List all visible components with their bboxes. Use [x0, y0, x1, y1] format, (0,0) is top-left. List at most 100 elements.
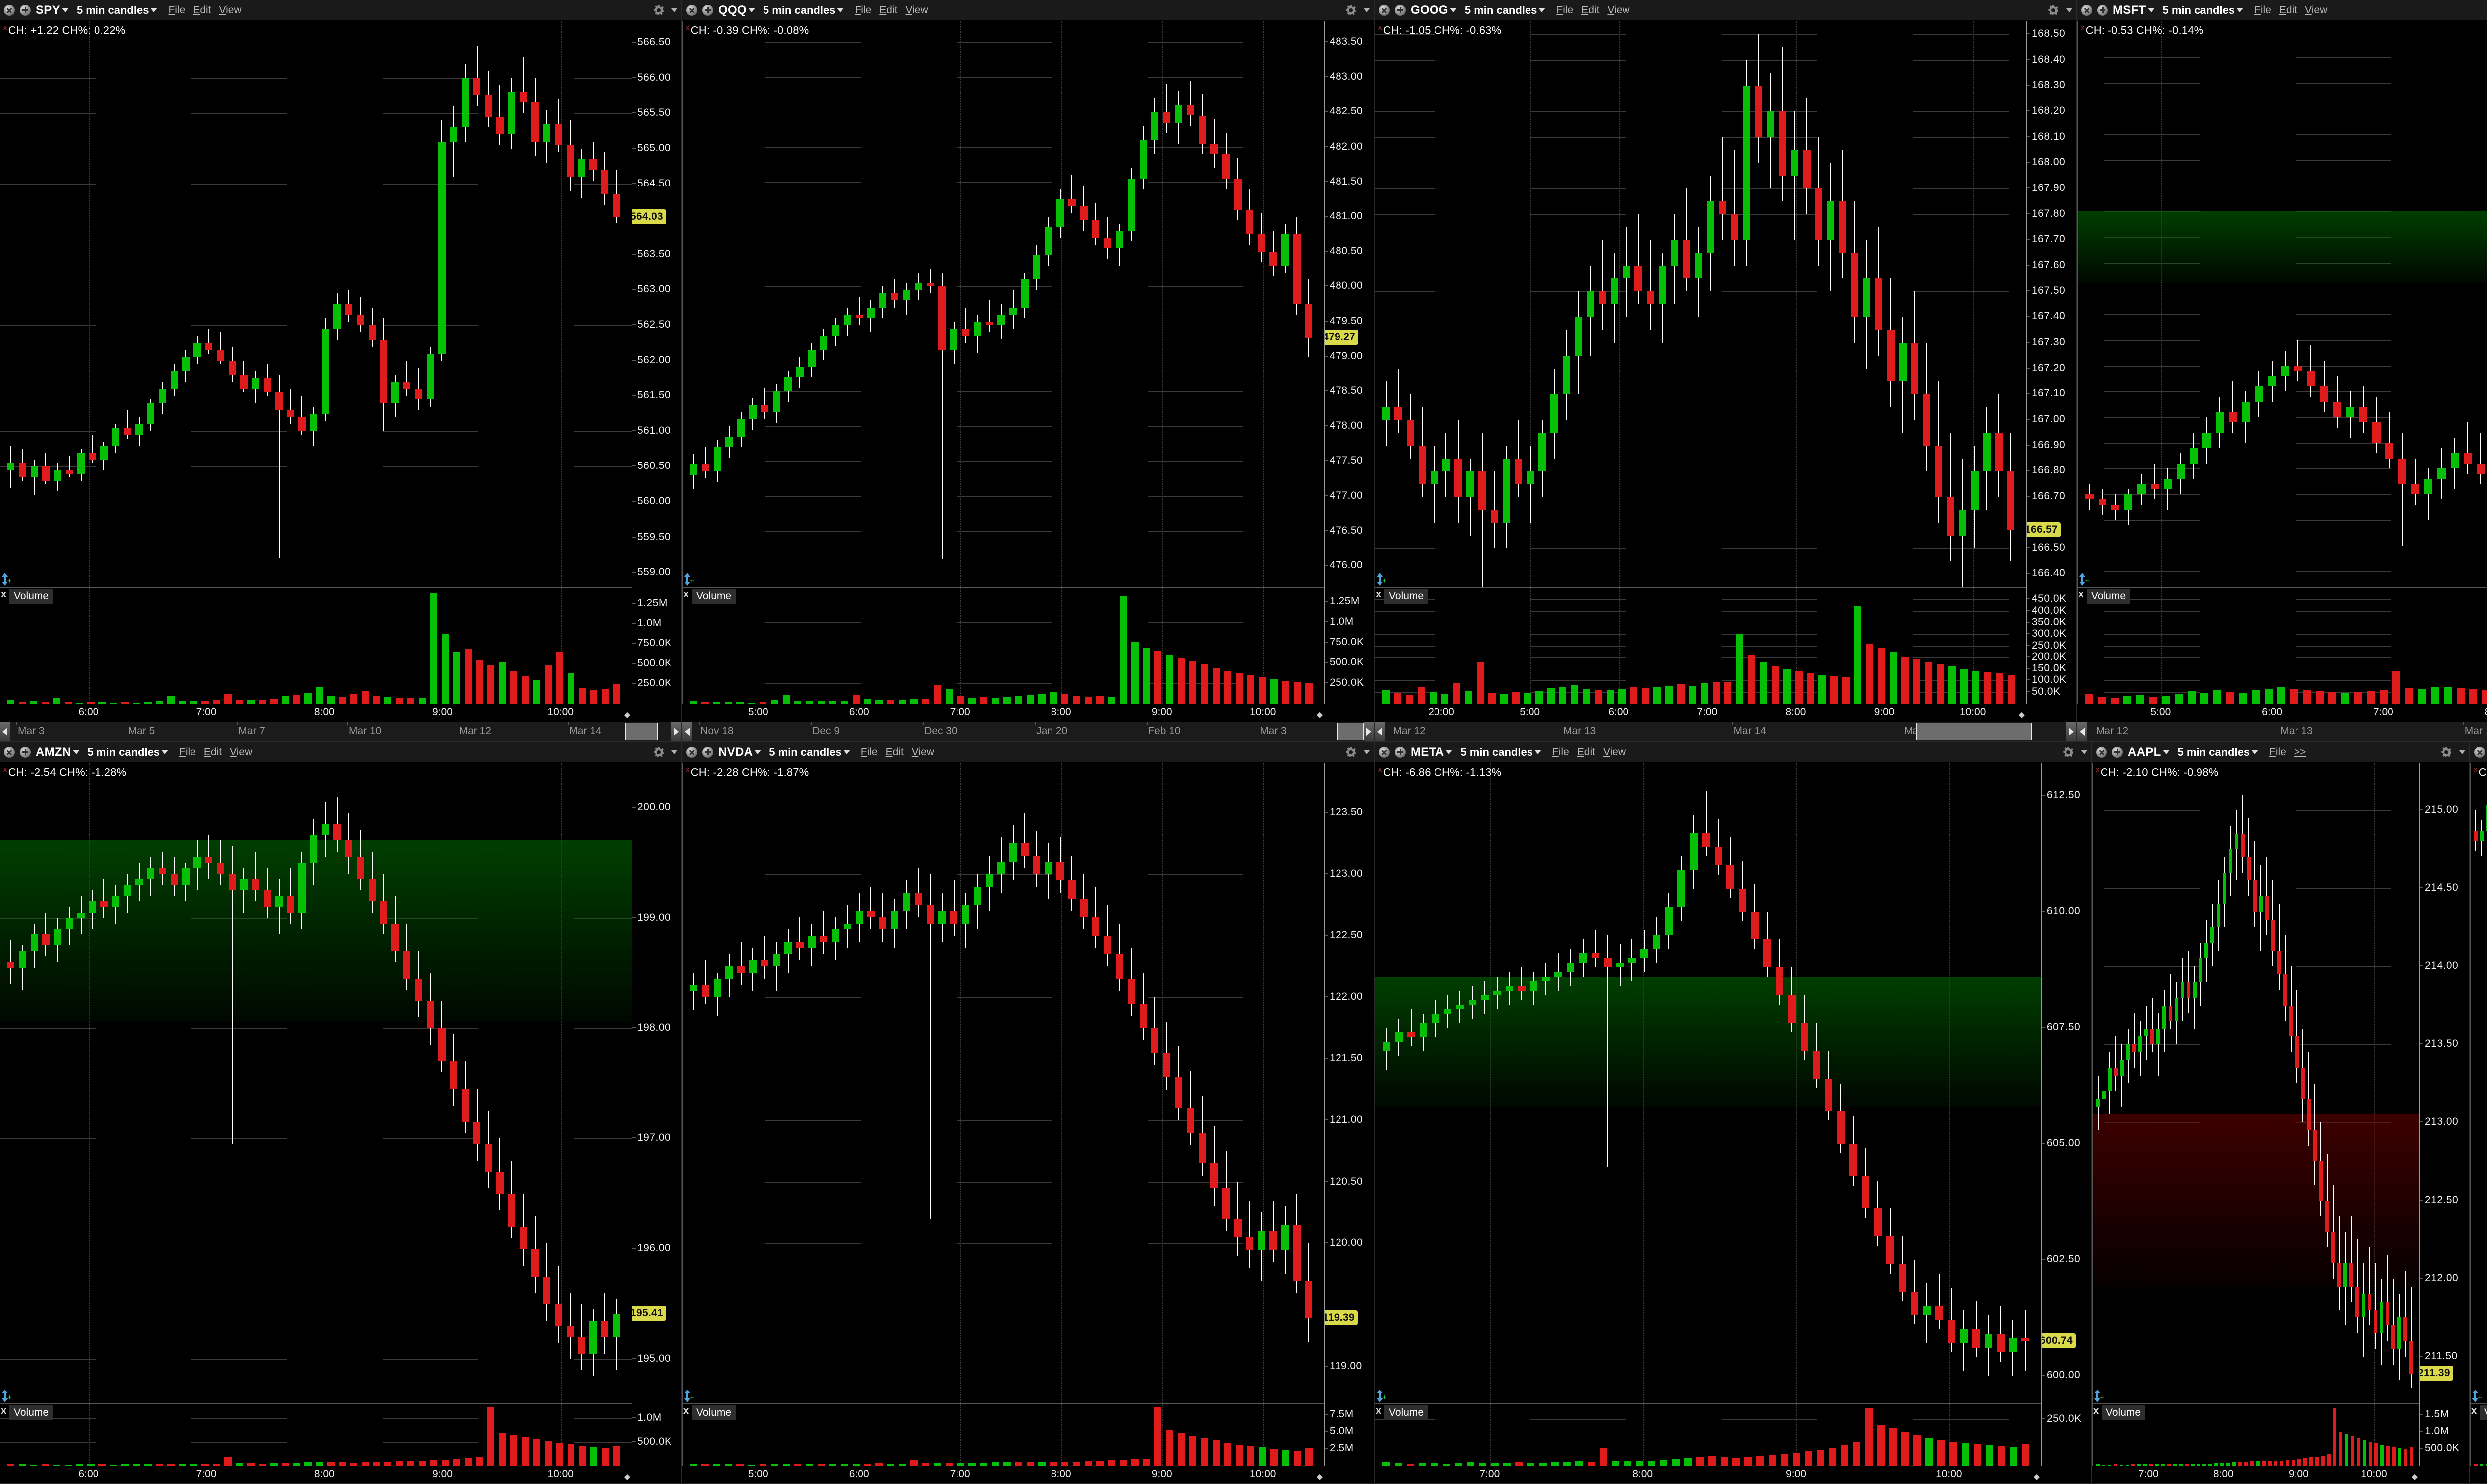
- menu-item-edit[interactable]: Edit: [879, 4, 898, 16]
- menu-item-file[interactable]: File: [179, 746, 196, 758]
- volume-plot[interactable]: Volume: [1375, 587, 2026, 704]
- price-plot[interactable]: xCH: -1.05 CH%: -0.63% +: [1375, 21, 2026, 587]
- add-panel-icon[interactable]: [702, 746, 713, 758]
- chevron-down-icon[interactable]: [1364, 8, 1370, 12]
- close-indicator-icon[interactable]: x: [3, 23, 7, 32]
- interval-selector[interactable]: 5 min candles: [1465, 4, 1546, 17]
- volume-plot[interactable]: Volume: [0, 587, 632, 704]
- add-panel-icon[interactable]: [1395, 746, 1406, 758]
- close-icon[interactable]: [2081, 4, 2092, 16]
- panel-resize-handle[interactable]: +: [684, 1390, 694, 1402]
- add-panel-icon[interactable]: [702, 4, 713, 16]
- menu-item-edit[interactable]: Edit: [885, 746, 904, 758]
- chevron-down-icon[interactable]: [2081, 750, 2087, 754]
- price-plot[interactable]: xCH: +1.22 CH%: 0.22% +: [0, 21, 632, 587]
- scroll-thumb[interactable]: [625, 723, 659, 740]
- menu-item-view[interactable]: View: [1603, 746, 1626, 758]
- menu-item-view[interactable]: View: [905, 4, 928, 16]
- price-plot[interactable]: xCH: -2.28 CH%: -1.87% +: [682, 763, 1324, 1404]
- menu-item-file[interactable]: File: [861, 746, 878, 758]
- add-panel-icon[interactable]: [2097, 4, 2108, 16]
- symbol-selector[interactable]: SPY: [36, 3, 69, 17]
- scroll-right-arrow[interactable]: [2066, 722, 2076, 741]
- chevron-down-icon[interactable]: [1364, 750, 1370, 754]
- gear-icon[interactable]: [2063, 747, 2073, 757]
- scroll-nudge-icon[interactable]: ◆: [2411, 1473, 2418, 1481]
- panel-resize-handle[interactable]: +: [1376, 573, 1387, 586]
- panel-resize-handle[interactable]: +: [1376, 1390, 1387, 1402]
- volume-plot[interactable]: Volume: [2470, 1404, 2487, 1466]
- volume-plot[interactable]: Volume: [2092, 1404, 2419, 1466]
- price-plot[interactable]: xCH: -2.10 CH%: -0.98% +: [2092, 763, 2419, 1404]
- menu-item-view[interactable]: View: [230, 746, 253, 758]
- scroll-nudge-icon[interactable]: ◆: [624, 1473, 630, 1481]
- menu-item-view[interactable]: View: [2305, 4, 2328, 16]
- close-indicator-icon[interactable]: x: [686, 23, 690, 32]
- volume-axis[interactable]: 450.0K 400.0K 350.0K 300.0K 250.0K 200.0K 150.…: [2026, 587, 2076, 704]
- menu-item-edit[interactable]: Edit: [1577, 746, 1595, 758]
- interval-selector[interactable]: 5 min candles: [1460, 746, 1541, 759]
- gear-icon[interactable]: [2048, 5, 2058, 15]
- volume-axis[interactable]: 1.25M 1.0M 750.0K 500.0K 250.0K: [1324, 587, 1374, 704]
- menu-item-view[interactable]: View: [219, 4, 242, 16]
- volume-close-icon[interactable]: x: [1376, 1405, 1382, 1416]
- close-indicator-icon[interactable]: x: [3, 765, 7, 774]
- close-indicator-icon[interactable]: x: [2081, 23, 2085, 32]
- close-icon[interactable]: [1379, 746, 1390, 758]
- volume-plot[interactable]: Volume: [682, 587, 1324, 704]
- scroll-left-arrow[interactable]: [0, 722, 10, 741]
- scroll-left-arrow[interactable]: [1375, 722, 1385, 741]
- scroll-nudge-icon[interactable]: ◆: [1316, 711, 1323, 719]
- menu-overflow[interactable]: >>: [2294, 746, 2306, 758]
- price-axis[interactable]: 566.50 566.00 565.50 565.00 564.50 563.50 563.…: [632, 21, 681, 587]
- menu-item-edit[interactable]: Edit: [1581, 4, 1600, 16]
- add-panel-icon[interactable]: [2112, 746, 2123, 758]
- scroll-right-arrow[interactable]: [671, 722, 681, 741]
- symbol-selector[interactable]: META: [1411, 745, 1453, 759]
- date-scrollbar[interactable]: Mar 3 Mar 5 Mar 7 Mar 10 Mar 12 Mar 14: [0, 721, 681, 741]
- symbol-selector[interactable]: GOOG: [1411, 3, 1457, 17]
- gear-icon[interactable]: [654, 5, 664, 15]
- volume-close-icon[interactable]: x: [683, 1405, 689, 1416]
- close-indicator-icon[interactable]: x: [2096, 765, 2100, 774]
- panel-resize-handle[interactable]: +: [2472, 1390, 2482, 1402]
- menu-item-edit[interactable]: Edit: [2279, 4, 2297, 16]
- close-indicator-icon[interactable]: x: [686, 765, 690, 774]
- gear-icon[interactable]: [1346, 5, 1356, 15]
- volume-close-icon[interactable]: x: [683, 589, 689, 600]
- price-plot[interactable]: xCH: -2.54 CH%: -1.28% +: [0, 763, 632, 1404]
- price-axis[interactable]: 215.00 214.50 214.00 213.50 213.00 212.50 212.…: [2419, 763, 2469, 1404]
- close-icon[interactable]: [2096, 746, 2107, 758]
- volume-close-icon[interactable]: x: [1, 1405, 7, 1416]
- volume-plot[interactable]: Volume: [1375, 1404, 2041, 1466]
- price-plot[interactable]: xCH: -0.39 CH%: -0.08% +: [682, 21, 1324, 587]
- close-icon[interactable]: [2474, 746, 2485, 758]
- close-icon[interactable]: [4, 746, 15, 758]
- gear-icon[interactable]: [2441, 747, 2451, 757]
- scroll-track[interactable]: Mar 3 Mar 5 Mar 7 Mar 10 Mar 12 Mar 14: [10, 722, 671, 741]
- menu-item-edit[interactable]: Edit: [193, 4, 211, 16]
- scroll-thumb[interactable]: [1337, 723, 1364, 740]
- chevron-down-icon[interactable]: [2459, 750, 2465, 754]
- volume-close-icon[interactable]: x: [2471, 1405, 2477, 1416]
- add-panel-icon[interactable]: [20, 4, 31, 16]
- price-axis[interactable]: 612.50 610.00 607.50 605.00 602.50 600.00 600.…: [2041, 763, 2091, 1404]
- scroll-left-arrow[interactable]: [2077, 722, 2087, 741]
- interval-selector[interactable]: 5 min candles: [2163, 4, 2244, 17]
- add-panel-icon[interactable]: [1395, 4, 1406, 16]
- time-axis[interactable]: 6:00 7:00 8:00 9:00 10:00 ◆: [0, 704, 632, 721]
- price-axis[interactable]: 483.50 483.00 482.50 482.00 481.50 481.00 480.…: [1324, 21, 1374, 587]
- time-axis[interactable]: 7:00 8:00 9:00 10:00 ◆: [2092, 1466, 2419, 1483]
- scroll-nudge-icon[interactable]: ◆: [2018, 711, 2025, 719]
- scroll-right-arrow[interactable]: [1364, 722, 1374, 741]
- menu-item-file[interactable]: File: [1556, 4, 1574, 16]
- scroll-thumb[interactable]: [1916, 723, 2032, 740]
- interval-selector[interactable]: 5 min candles: [2178, 746, 2259, 759]
- price-plot[interactable]: xCH: -13.22 CH%: -5.29%+: [2470, 763, 2487, 1404]
- interval-selector[interactable]: 5 min candles: [769, 746, 850, 759]
